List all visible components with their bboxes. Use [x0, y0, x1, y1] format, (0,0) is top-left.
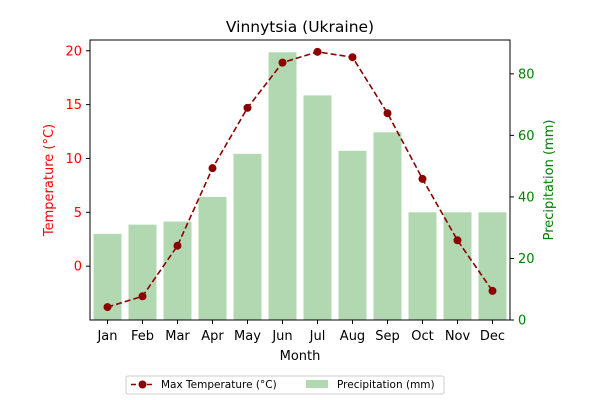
x-tick-label: Apr — [201, 329, 224, 344]
temperature-point-feb — [138, 292, 147, 301]
chart-title: Vinnytsia (Ukraine) — [226, 18, 374, 36]
temperature-point-mar — [173, 241, 182, 250]
temperature-line-path — [107, 51, 494, 308]
left-tick-label: 20 — [65, 44, 82, 59]
x-tick-label: Feb — [131, 329, 154, 344]
right-tick-label: 0 — [518, 314, 526, 329]
precipitation-bar-jul — [303, 95, 332, 320]
legend-label-precipitation: Precipitation (mm) — [337, 379, 435, 391]
temperature-point-may — [243, 103, 252, 112]
right-axis-ticks: 0 20 40 60 80 — [510, 67, 535, 329]
precipitation-bar-dec — [478, 212, 507, 320]
temperature-point-jun — [278, 58, 287, 67]
precipitation-bar-apr — [198, 196, 227, 320]
legend-line-marker — [138, 380, 147, 389]
legend-bar-swatch — [306, 380, 328, 388]
x-axis-ticks: Jan Feb Mar Apr May Jun Jul Aug Sep Oct Nov Dec — [96, 320, 505, 344]
left-tick-label: 15 — [65, 98, 82, 113]
precipitation-bar-jun — [268, 52, 297, 321]
temperature-point-dec — [488, 286, 497, 295]
left-axis-label: Temperature (°C) — [42, 124, 57, 237]
temperature-point-sep — [383, 109, 392, 118]
legend: Max Temperature (°C) Precipitation (mm) — [125, 375, 445, 395]
x-tick-label: Aug — [340, 329, 365, 344]
legend-box — [125, 375, 445, 395]
left-tick-label: 5 — [74, 206, 82, 221]
temperature-point-aug — [348, 53, 357, 62]
x-tick-label: Sep — [375, 329, 400, 344]
x-tick-label: Jun — [271, 329, 292, 344]
x-tick-label: Oct — [411, 329, 433, 344]
precipitation-bar-oct — [408, 212, 437, 320]
precipitation-bar-may — [233, 153, 262, 320]
precipitation-bar-aug — [338, 150, 367, 320]
left-tick-label: 0 — [74, 260, 82, 275]
right-axis-label: Precipitation (mm) — [542, 120, 557, 241]
precipitation-bars — [93, 52, 507, 321]
precipitation-bar-feb — [128, 224, 157, 320]
x-tick-label: Jan — [96, 329, 117, 344]
precipitation-bar-mar — [163, 221, 192, 320]
temperature-point-jan — [103, 303, 112, 312]
legend-label-temperature: Max Temperature (°C) — [161, 379, 277, 391]
right-tick-label: 80 — [518, 67, 535, 82]
x-axis-label: Month — [280, 349, 321, 364]
temperature-point-oct — [418, 174, 427, 183]
right-tick-label: 40 — [518, 190, 535, 205]
temperature-point-jul — [313, 47, 322, 56]
x-tick-label: Dec — [480, 329, 505, 344]
temperature-point-nov — [453, 236, 462, 245]
temperature-line — [103, 47, 497, 312]
left-tick-label: 10 — [65, 152, 82, 167]
x-tick-label: Jul — [309, 329, 326, 344]
x-tick-label: Mar — [165, 329, 190, 344]
right-tick-label: 20 — [518, 252, 535, 267]
right-tick-label: 60 — [518, 129, 535, 144]
precipitation-bar-nov — [443, 212, 472, 320]
x-tick-label: May — [234, 329, 261, 344]
x-tick-label: Nov — [445, 329, 471, 344]
plot-frame — [89, 39, 511, 321]
precipitation-bar-sep — [373, 132, 402, 320]
left-axis-ticks: 0 5 10 15 20 — [65, 44, 90, 275]
temperature-point-apr — [208, 164, 217, 173]
